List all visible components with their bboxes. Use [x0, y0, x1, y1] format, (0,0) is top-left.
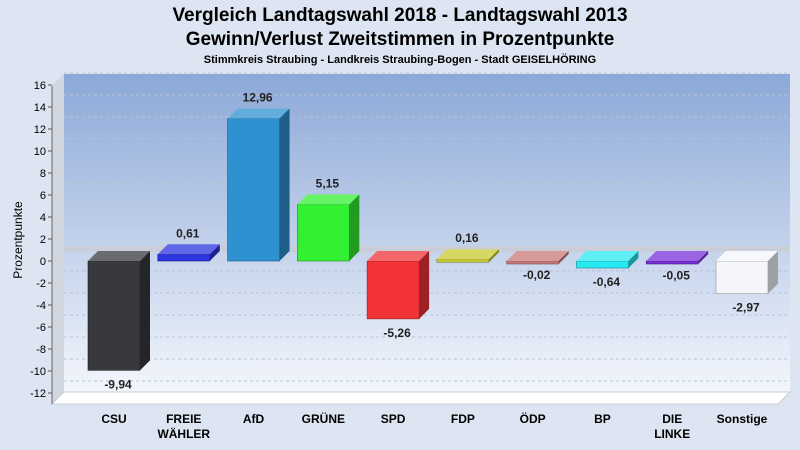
bar-top [576, 251, 639, 261]
bar-side [768, 251, 778, 294]
y-tick-label: 14 [34, 102, 46, 114]
bar-front [506, 260, 559, 265]
y-tick-label: 8 [40, 168, 46, 180]
y-tick-label: -2 [36, 278, 46, 290]
bar-side [558, 251, 569, 264]
bar-side [349, 194, 360, 261]
y-tick-label: 0 [40, 256, 46, 268]
bar-top [646, 251, 709, 261]
bar [87, 251, 150, 371]
y-tick-label: 6 [40, 190, 46, 202]
y-tick-label: 2 [40, 234, 46, 246]
bar [436, 249, 499, 263]
bar-side [140, 251, 150, 371]
y-tick-label: -12 [30, 388, 46, 400]
y-tick-label: 4 [40, 212, 46, 224]
x-tick-label: SPD [381, 412, 406, 426]
bar [576, 251, 639, 269]
bar [297, 194, 360, 262]
data-label: 12,96 [243, 90, 273, 104]
bar-front [227, 118, 280, 262]
x-tick-label: GRÜNE [302, 411, 345, 426]
plot-background [64, 74, 790, 392]
chart-subtitle: Stimmkreis Straubing - Landkreis Straubi… [203, 54, 597, 66]
bar-top [506, 251, 569, 261]
y-axis-label: Prozentpunkte [11, 201, 25, 279]
bar-top [297, 194, 360, 205]
data-label: -5,26 [383, 326, 411, 340]
bar-front [366, 260, 420, 320]
bar-front [297, 204, 350, 262]
x-tick-label: FDP [451, 412, 475, 426]
x-tick-label: Sonstige [717, 412, 768, 426]
bar-top [716, 251, 778, 261]
bar-side [419, 251, 430, 319]
data-label: 0,61 [176, 226, 200, 240]
data-label: -0,05 [663, 269, 691, 283]
bar [645, 251, 709, 265]
y-tick-label: 16 [34, 80, 46, 92]
bar [157, 244, 220, 262]
bar [366, 251, 430, 320]
chart-title-line1: Vergleich Landtagswahl 2018 - Landtagswa… [172, 5, 628, 26]
bar [715, 251, 778, 294]
y-tick-label: -8 [36, 344, 46, 356]
x-tick-label: DIE LINKE [654, 412, 690, 441]
bar-side [209, 244, 220, 261]
data-label: -2,97 [732, 301, 760, 315]
y-tick-label: 12 [34, 124, 46, 136]
bar [506, 251, 569, 265]
bar-top [227, 108, 290, 119]
bar-top [88, 251, 150, 261]
chart-title-line2: Gewinn/Verlust Zweitstimmen in Prozentpu… [185, 29, 615, 50]
bar-side [698, 251, 709, 264]
data-label: 0,16 [455, 231, 479, 245]
data-label: -9,94 [104, 377, 132, 391]
bar-front [87, 260, 141, 371]
plot-floor [50, 391, 792, 405]
bar-front [157, 253, 211, 262]
bar-front [576, 260, 629, 269]
data-label: -0,02 [523, 268, 551, 282]
x-tick-label: AfD [243, 412, 265, 426]
bar-front [436, 258, 490, 263]
bar-top [436, 249, 499, 260]
plot-left-wall [52, 74, 64, 404]
bar-front [645, 260, 699, 265]
x-tick-label: CSU [101, 412, 126, 426]
bar-top [367, 251, 430, 261]
y-tick-label: -6 [36, 322, 46, 334]
x-tick-label: FREIE WÄHLER [157, 412, 210, 441]
y-tick-label: -10 [30, 366, 46, 378]
bar-side [488, 249, 499, 263]
bar-side [279, 108, 290, 261]
data-label: -0,64 [593, 275, 621, 289]
bar-front [715, 260, 769, 294]
y-tick-label: -4 [36, 300, 46, 312]
bar-top [157, 244, 220, 255]
y-tick-label: 10 [34, 146, 46, 158]
bar-side [628, 251, 639, 269]
x-tick-label: BP [594, 412, 611, 426]
bar [227, 108, 290, 262]
x-tick-label: ÖDP [520, 411, 546, 426]
data-label: 5,15 [316, 176, 340, 190]
